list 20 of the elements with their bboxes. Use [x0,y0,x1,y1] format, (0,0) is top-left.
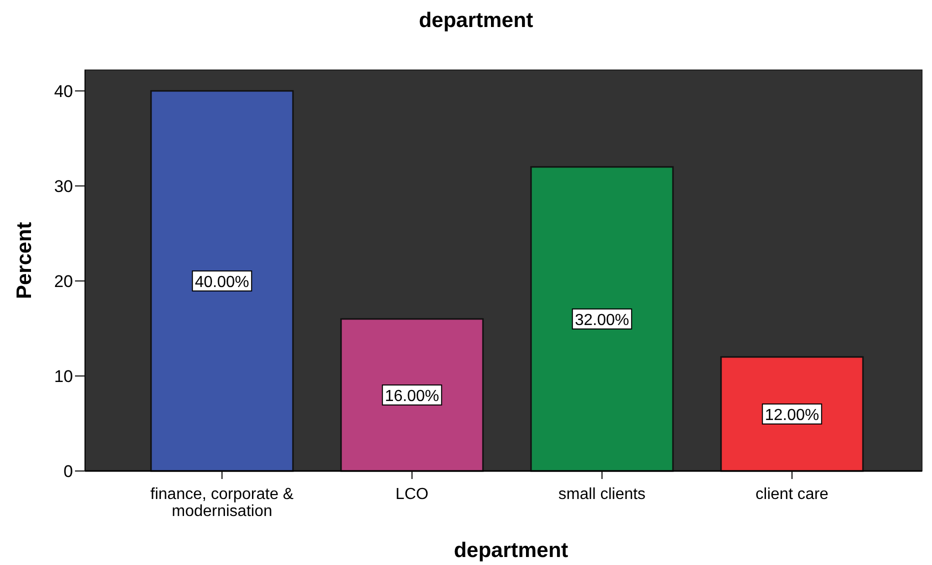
data-label: 12.00% [764,406,820,424]
data-label: 40.00% [194,274,250,291]
data-label: 16.00% [384,388,440,405]
x-tick-label: client care [756,486,829,503]
x-tick-label: finance, corporate & modernisation [150,486,294,520]
y-tick-label: 20 [54,272,73,291]
data-label: 32.00% [574,312,630,329]
bar [150,90,294,472]
x-axis-title: department [454,539,568,562]
chart-title: department [418,9,534,32]
y-tick-label: 10 [54,366,73,386]
x-tick-label: LCO [396,486,428,503]
y-axis-title: Percent [13,222,36,300]
x-tick-label: small clients [558,486,646,503]
bar [530,166,674,472]
y-tick-label: 40 [54,82,73,101]
bar [340,318,484,472]
y-tick-label: 30 [54,176,73,196]
y-tick-label: 0 [64,462,73,481]
bar [720,356,864,472]
